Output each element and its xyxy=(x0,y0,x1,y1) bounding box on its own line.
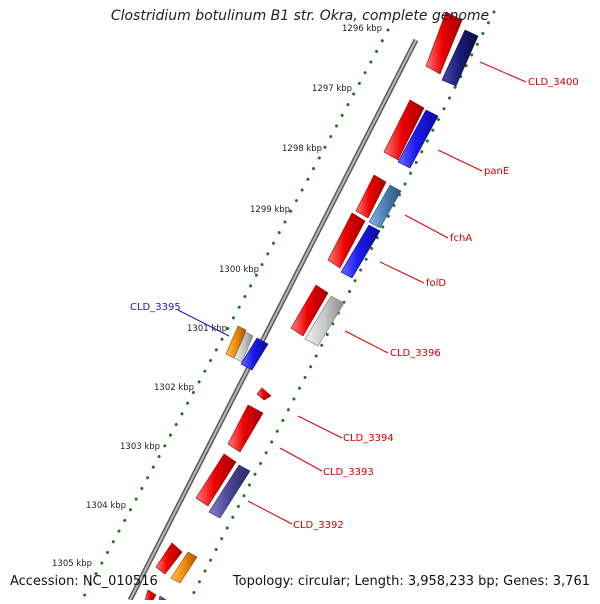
kbp-label: 1299 kbp xyxy=(250,205,290,215)
gene-features xyxy=(144,11,479,601)
gene-arrow xyxy=(256,387,272,401)
gene-label-cld3392[interactable]: CLD_3392 xyxy=(293,520,344,531)
kbp-label: 1298 kbp xyxy=(282,144,322,154)
gene-label-cld3400[interactable]: CLD_3400 xyxy=(528,77,579,88)
topology-text: Topology: circular; Length: 3,958,233 bp… xyxy=(232,574,590,589)
kbp-label: 1302 kbp xyxy=(154,383,194,393)
kbp-label: 1304 kbp xyxy=(86,501,126,511)
gene-arrow xyxy=(441,29,479,87)
gene-arrow xyxy=(340,224,381,279)
gene-arrow xyxy=(290,284,329,337)
kbp-label: 1301 kbp xyxy=(187,324,227,334)
gene-label-fcha[interactable]: fchA xyxy=(450,233,472,244)
gene-label-fold[interactable]: folD xyxy=(426,278,446,289)
gene-label-pane[interactable]: panE xyxy=(484,166,509,177)
kbp-ruler: 1296 kbp 1297 kbp 1298 kbp 1299 kbp 1300… xyxy=(52,24,382,569)
gene-arrow xyxy=(355,174,387,219)
gene-label-cld3393[interactable]: CLD_3393 xyxy=(323,467,374,478)
gene-arrow xyxy=(195,453,237,507)
gene-label-cld3395[interactable]: CLD_3395 xyxy=(130,302,181,313)
label-leaders xyxy=(177,61,527,525)
gene-arrow xyxy=(155,542,183,575)
accession-text: Accession: NC_010516 xyxy=(10,574,158,589)
gene-arrow xyxy=(304,295,345,347)
kbp-label: 1296 kbp xyxy=(342,24,382,34)
kbp-label: 1303 kbp xyxy=(120,442,160,452)
gene-arrow xyxy=(327,212,366,269)
gene-arrow xyxy=(368,184,402,229)
kbp-label: 1297 kbp xyxy=(312,84,352,94)
chromosome-backbone xyxy=(127,38,419,602)
tick-tracks xyxy=(80,10,496,602)
gene-arrow xyxy=(383,99,425,161)
gene-labels: CLD_3400 panE fchA folD CLD_3395 CLD_339… xyxy=(130,77,579,531)
kbp-label: 1305 kbp xyxy=(52,559,92,569)
gene-label-cld3396[interactable]: CLD_3396 xyxy=(390,348,441,359)
gene-arrow xyxy=(397,109,439,169)
gene-arrow xyxy=(240,337,269,371)
gene-label-cld3394[interactable]: CLD_3394 xyxy=(343,433,394,444)
gene-arrow xyxy=(144,589,157,601)
gene-arrow xyxy=(425,11,463,75)
gene-arrow xyxy=(170,551,198,584)
kbp-label: 1300 kbp xyxy=(219,265,259,275)
map-title: Clostridium botulinum B1 str. Okra, comp… xyxy=(110,8,490,24)
gene-arrow xyxy=(208,464,251,519)
gene-arrow xyxy=(227,404,264,453)
gene-arrow xyxy=(158,595,167,601)
